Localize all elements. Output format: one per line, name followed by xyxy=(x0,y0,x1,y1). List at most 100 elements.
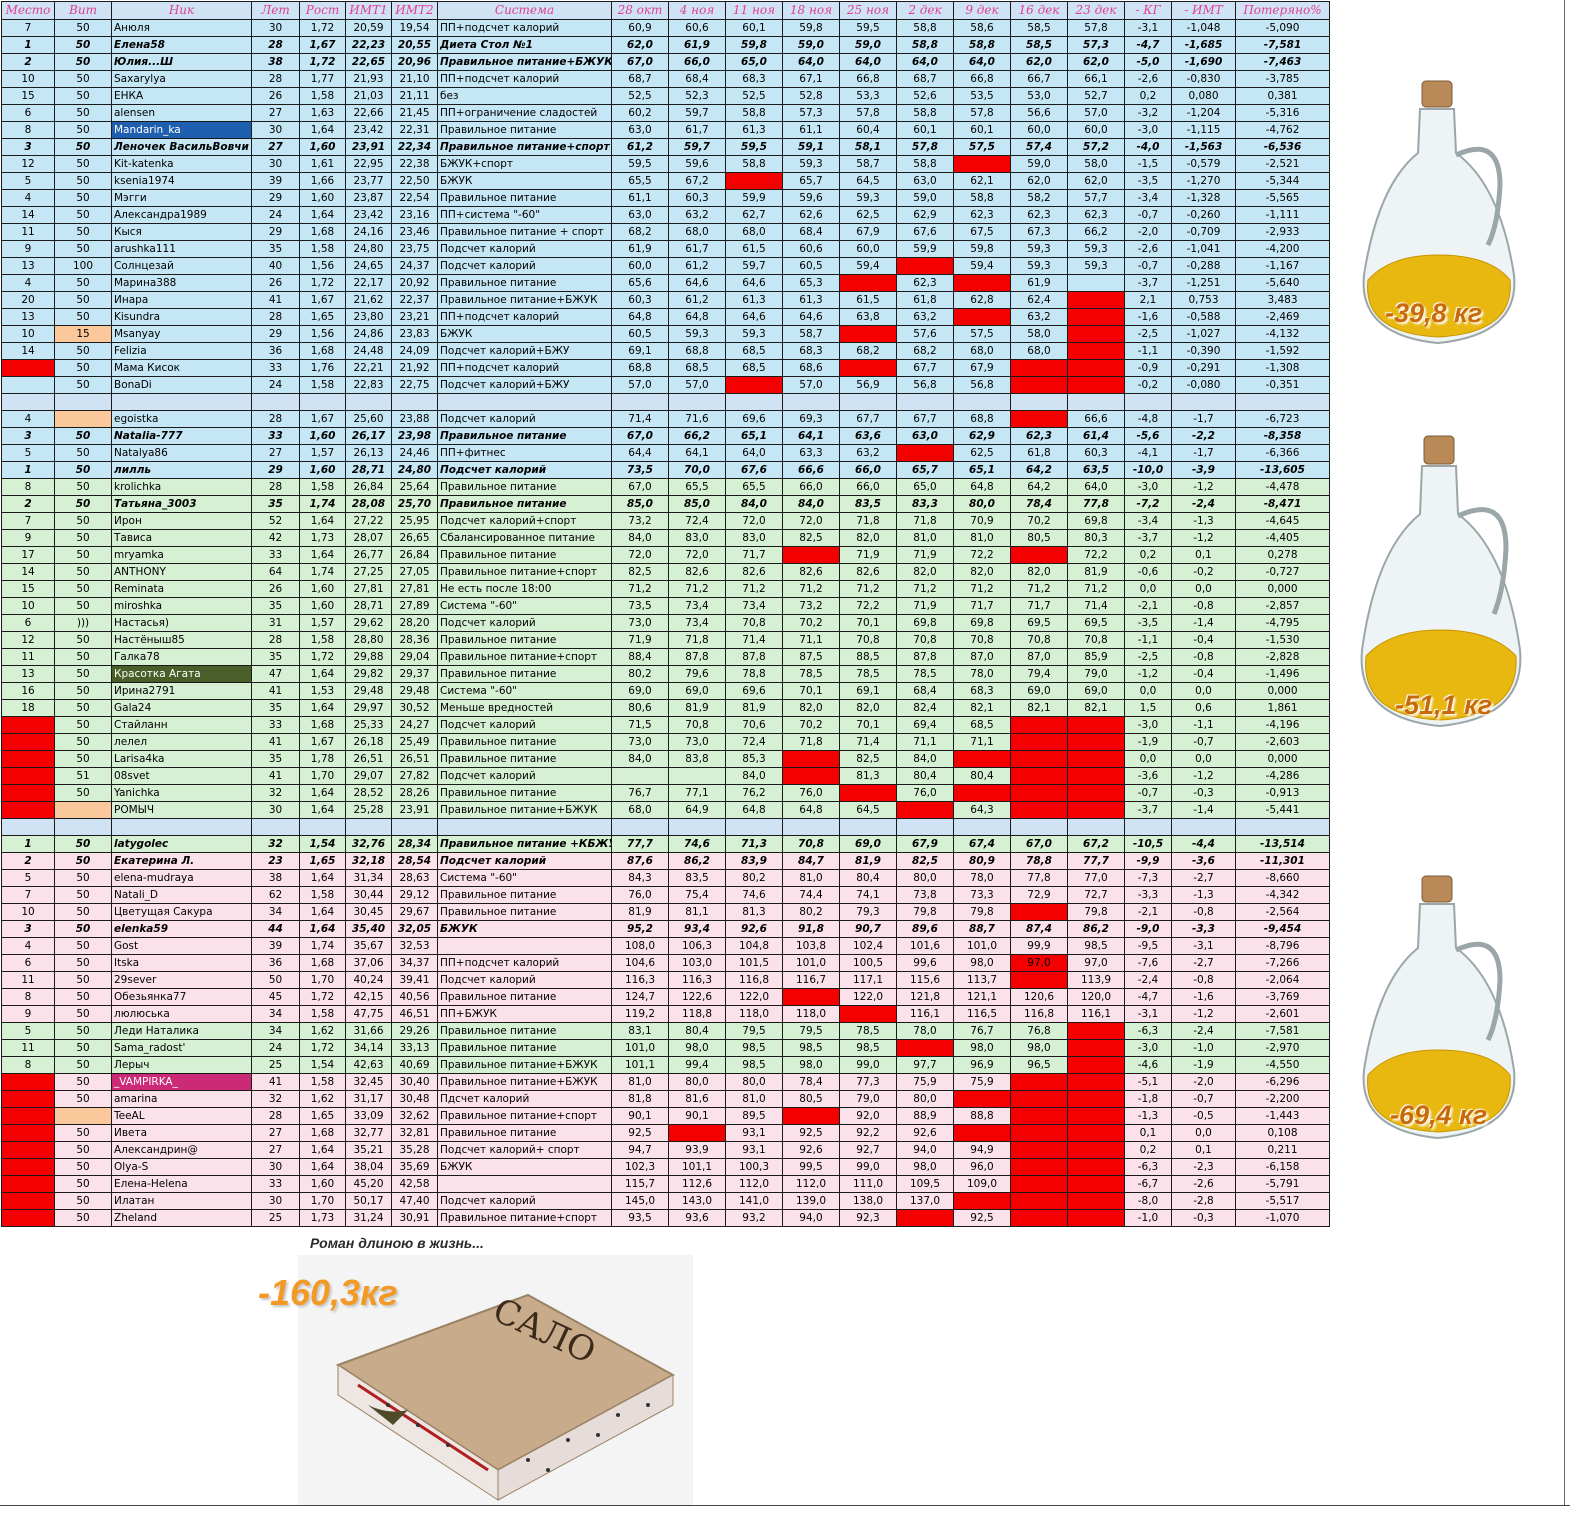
cell-w-23dec: 67,2 xyxy=(1067,835,1125,853)
cell-w-9dec: 78,0 xyxy=(953,665,1011,683)
table-row: 6))) Настасья) 31 1,57 29,62 28,20 Подсчет кал… xyxy=(1,614,1330,632)
salo-book-image: САЛО xyxy=(298,1255,693,1505)
cell-w-25nov: 90,7 xyxy=(839,920,897,938)
cell-age: 28 xyxy=(251,478,300,496)
cell-age: 41 xyxy=(251,1073,300,1091)
cell-system: Правильное питание xyxy=(437,1039,612,1057)
cell-w-4nov: 64,1 xyxy=(668,444,726,462)
cell-bmi2: 22,37 xyxy=(391,291,438,309)
cell-w-16dec: 53,0 xyxy=(1010,87,1068,105)
cell-nick: arushka111 xyxy=(111,240,252,258)
cell-w-28oct: 52,5 xyxy=(611,87,669,105)
cell-w-18nov: 78,5 xyxy=(782,665,840,683)
cell-bmi1: 35,67 xyxy=(345,937,392,955)
cell-w-11nov xyxy=(725,172,783,190)
cell-age: 27 xyxy=(251,1141,300,1159)
cell-w-16dec xyxy=(1010,376,1068,394)
cell-vit: 50 xyxy=(54,274,112,292)
separator-cell xyxy=(1235,818,1330,836)
cell-age: 30 xyxy=(251,155,300,173)
separator-row xyxy=(1,818,1330,836)
cell-height: 1,64 xyxy=(299,121,346,139)
cell-nick: Лерыч xyxy=(111,1056,252,1074)
cell-lost-pct: -1,308 xyxy=(1235,359,1330,377)
cell-w-2dec: 82,4 xyxy=(896,699,954,717)
cell-minus-bmi: -0,579 xyxy=(1171,155,1236,173)
cell-w-25nov: 57,8 xyxy=(839,104,897,122)
oil-bottle-3 xyxy=(1362,875,1516,1140)
cell-w-23dec xyxy=(1067,376,1125,394)
cell-system: Подсчет калорий+ спорт xyxy=(437,1141,612,1159)
cell-age: 27 xyxy=(251,1124,300,1142)
cell-height: 1,70 xyxy=(299,1192,346,1210)
cell-lost-pct: -2,564 xyxy=(1235,903,1330,921)
cell-bmi2: 22,34 xyxy=(391,138,438,156)
cell-vit: 100 xyxy=(54,257,112,275)
cell-nick: elenka59 xyxy=(111,920,252,938)
cell-w-25nov: 98,5 xyxy=(839,1039,897,1057)
cell-height: 1,54 xyxy=(299,835,346,853)
cell-place xyxy=(1,376,55,394)
cell-minus-bmi: -0,7 xyxy=(1171,1090,1236,1108)
cell-height: 1,68 xyxy=(299,716,346,734)
cell-bmi2: 25,49 xyxy=(391,733,438,751)
cell-w-11nov: 87,8 xyxy=(725,648,783,666)
header-vit: Вит xyxy=(54,1,112,20)
cell-height: 1,57 xyxy=(299,444,346,462)
cell-w-23dec xyxy=(1067,274,1125,292)
cell-w-4nov: 81,6 xyxy=(668,1090,726,1108)
cell-height: 1,72 xyxy=(299,19,346,37)
cell-place: 3 xyxy=(1,427,55,445)
cell-lost-pct: -13,605 xyxy=(1235,461,1330,479)
cell-bmi2: 27,82 xyxy=(391,767,438,785)
cell-w-11nov: 67,6 xyxy=(725,461,783,479)
cell-minus-kg: -3,1 xyxy=(1124,19,1172,37)
cell-system: Подсчет калорий xyxy=(437,1192,612,1210)
cell-w-4nov: 70,0 xyxy=(668,461,726,479)
cell-w-28oct: 119,2 xyxy=(611,1005,669,1023)
cell-minus-kg: -1,0 xyxy=(1124,1209,1172,1227)
cell-height: 1,73 xyxy=(299,529,346,547)
cell-bmi1: 25,33 xyxy=(345,716,392,734)
cell-bmi2: 24,27 xyxy=(391,716,438,734)
cell-minus-bmi: 0,753 xyxy=(1171,291,1236,309)
cell-age: 62 xyxy=(251,886,300,904)
cell-lost-pct: -6,366 xyxy=(1235,444,1330,462)
cell-height: 1,70 xyxy=(299,767,346,785)
cell-system: Подсчет калорий xyxy=(437,410,612,428)
cell-bmi2: 35,69 xyxy=(391,1158,438,1176)
cell-age: 47 xyxy=(251,665,300,683)
cell-place xyxy=(1,359,55,377)
cell-w-18nov: 64,6 xyxy=(782,308,840,326)
cell-w-28oct: 68,7 xyxy=(611,70,669,88)
cell-w-9dec: 67,5 xyxy=(953,223,1011,241)
cell-lost-pct: -5,090 xyxy=(1235,19,1330,37)
cell-system: Правильное питание+спорт xyxy=(437,648,612,666)
cell-w-18nov: 64,8 xyxy=(782,801,840,819)
cell-w-28oct: 102,3 xyxy=(611,1158,669,1176)
cell-w-4nov: 90,1 xyxy=(668,1107,726,1125)
cell-lost-pct: -4,550 xyxy=(1235,1056,1330,1074)
cell-w-16dec: 82,0 xyxy=(1010,563,1068,581)
cell-w-2dec: 92,6 xyxy=(896,1124,954,1142)
cell-age: 41 xyxy=(251,682,300,700)
cell-lost-pct: -2,064 xyxy=(1235,971,1330,989)
cell-minus-bmi: -0,8 xyxy=(1171,597,1236,615)
cell-nick: Ирон xyxy=(111,512,252,530)
cell-vit: 50 xyxy=(54,1209,112,1227)
cell-place: 17 xyxy=(1,546,55,564)
table-row: 20 50 Инара 41 1,67 21,62 22,37 Правильное пита… xyxy=(1,291,1330,309)
cell-w-11nov: 81,0 xyxy=(725,1090,783,1108)
cell-w-16dec: 87,4 xyxy=(1010,920,1068,938)
cell-lost-pct: -8,796 xyxy=(1235,937,1330,955)
cell-w-16dec: 116,8 xyxy=(1010,1005,1068,1023)
cell-minus-bmi: -0,390 xyxy=(1171,342,1236,360)
cell-w-16dec xyxy=(1010,903,1068,921)
cell-vit: 50 xyxy=(54,121,112,139)
table-row: 10 50 Цветущая Сакура 34 1,64 30,45 29,67 Прави… xyxy=(1,903,1330,921)
cell-minus-bmi: -1,3 xyxy=(1171,886,1236,904)
cell-minus-bmi: 0,0 xyxy=(1171,750,1236,768)
cell-system: Система "-60" xyxy=(437,869,612,887)
cell-height: 1,56 xyxy=(299,257,346,275)
cell-w-25nov: 60,0 xyxy=(839,240,897,258)
